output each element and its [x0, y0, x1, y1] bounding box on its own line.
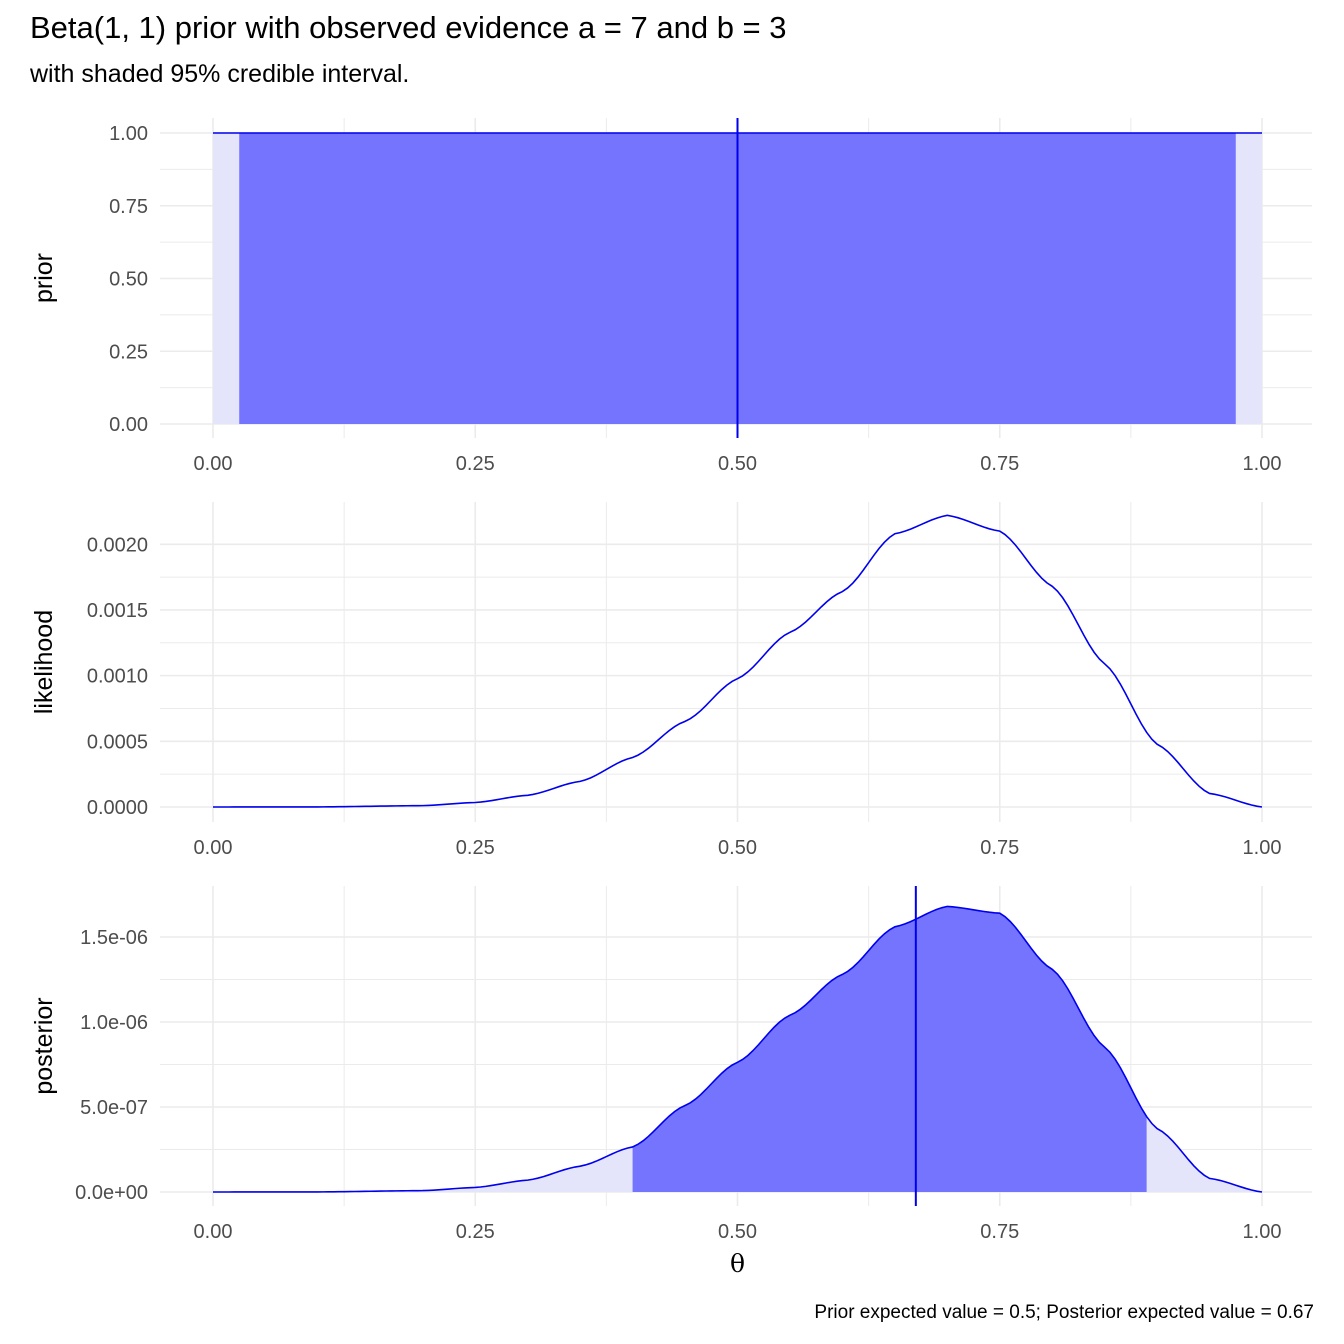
x-tick-label: 1.00	[1243, 453, 1282, 475]
x-tick-label: 0.00	[194, 1221, 233, 1243]
x-tick-label: 0.25	[456, 837, 495, 859]
x-tick-label: 0.75	[980, 453, 1019, 475]
y-axis-label: likelihood	[30, 610, 58, 714]
chart-title: Beta(1, 1) prior with observed evidence …	[30, 10, 787, 45]
x-tick-label: 0.75	[980, 1221, 1019, 1243]
y-tick-label: 0.50	[109, 269, 148, 291]
x-tick-label: 0.25	[456, 453, 495, 475]
y-tick-label: 0.0010	[87, 666, 148, 688]
series-line	[213, 905, 1263, 1193]
y-tick-label: 0.25	[109, 341, 148, 363]
y-tick-label: 0.0000	[87, 797, 148, 819]
y-axis-label: posterior	[30, 997, 58, 1094]
x-tick-label: 1.00	[1243, 837, 1282, 859]
y-tick-label: 0.00	[109, 414, 148, 436]
x-axis-label: θ	[730, 1249, 745, 1278]
y-tick-label: 0.75	[109, 196, 148, 218]
x-tick-label: 0.25	[456, 1221, 495, 1243]
y-tick-label: 5.0e-07	[80, 1097, 148, 1119]
y-axis-label: prior	[30, 253, 58, 303]
y-tick-label: 1.00	[109, 123, 148, 145]
panel-posterior: 0.00 0.25 0.50 0.75 1.00 0.0e+00 5.0e-07 1.0e-0…	[30, 886, 1312, 1278]
x-tick-label: 0.00	[194, 837, 233, 859]
panel-prior: 0.00 0.25 0.50 0.75 1.00 0.00 0.25 0.50 0.75 1.00…	[30, 118, 1312, 475]
y-tick-label: 0.0020	[87, 534, 148, 556]
credible-interval-area	[632, 906, 1147, 1192]
y-tick-label: 1.0e-06	[80, 1012, 148, 1034]
chart-subtitle: with shaded 95% credible interval.	[30, 60, 410, 88]
y-tick-label: 0.0015	[87, 600, 148, 622]
x-tick-label: 0.50	[718, 837, 757, 859]
x-tick-label: 0.00	[194, 453, 233, 475]
x-tick-label: 0.75	[980, 837, 1019, 859]
y-tick-label: 0.0e+00	[75, 1182, 148, 1204]
x-tick-label: 0.50	[718, 453, 757, 475]
x-tick-label: 1.00	[1243, 1221, 1282, 1243]
y-tick-label: 0.0005	[87, 731, 148, 753]
series-line	[212, 514, 1263, 808]
chart-caption: Prior expected value = 0.5; Posterior ex…	[814, 1302, 1314, 1323]
x-tick-label: 0.50	[718, 1221, 757, 1243]
panel-likelihood: 0.00 0.25 0.50 0.75 1.00 0.0000 0.0005 0.0010 0.…	[30, 502, 1312, 859]
y-tick-label: 1.5e-06	[80, 927, 148, 949]
